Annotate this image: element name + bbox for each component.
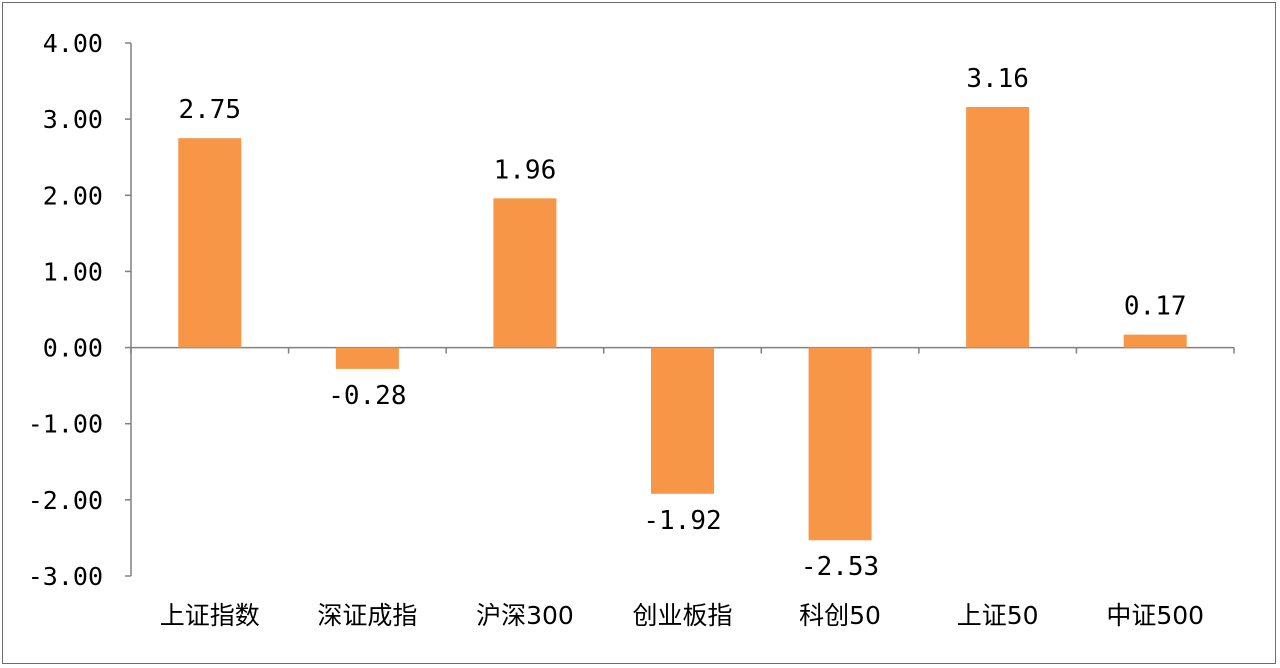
category-label: 科创50: [799, 601, 881, 630]
bar: [335, 347, 399, 369]
data-label: 1.96: [494, 155, 557, 185]
bar: [651, 347, 714, 494]
bar: [966, 106, 1030, 348]
y-tick-label: -2.00: [28, 486, 103, 515]
y-tick-label: -3.00: [28, 562, 103, 591]
bar: [1123, 334, 1187, 348]
data-label: -1.92: [643, 506, 721, 536]
y-tick-label: -1.00: [28, 410, 103, 439]
y-tick-label: 2.00: [43, 181, 103, 210]
data-label: -0.28: [328, 381, 406, 411]
category-label: 中证500: [1106, 601, 1204, 630]
bar: [178, 138, 242, 348]
category-label: 上证指数: [160, 601, 260, 630]
data-label: 0.17: [1124, 292, 1187, 322]
category-label: 深证成指: [317, 601, 417, 630]
bar: [493, 198, 557, 348]
data-label: -2.53: [801, 552, 879, 582]
bars: [178, 106, 1187, 541]
category-label: 上证50: [957, 601, 1039, 630]
data-labels: 2.75 -0.28 1.96 -1.92 -2.53 3.16 0.17: [178, 64, 1186, 582]
data-label: 3.16: [966, 64, 1029, 94]
y-tick-label: 4.00: [43, 29, 103, 58]
category-labels: 上证指数 深证成指 沪深300 创业板指 科创50 上证50 中证500: [160, 601, 1204, 630]
y-tick-label: 0.00: [43, 334, 103, 363]
y-tick-label: 1.00: [43, 257, 103, 286]
category-label: 沪深300: [476, 601, 574, 630]
data-label: 2.75: [178, 95, 241, 125]
y-tick-label: 3.00: [43, 105, 103, 134]
category-label: 创业板指: [632, 601, 732, 630]
bar: [808, 347, 872, 541]
y-axis: 4.00 3.00 2.00 1.00 0.00 -1.00 -2.00 -3.00: [28, 29, 132, 591]
